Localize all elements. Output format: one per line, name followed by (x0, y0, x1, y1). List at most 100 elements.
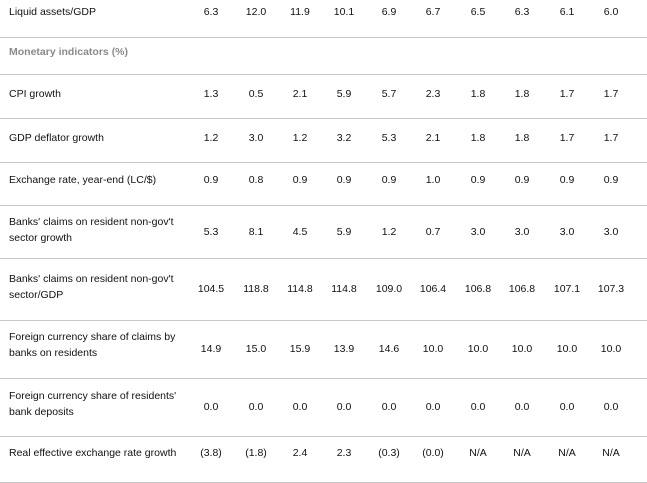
table-cell: 1.7 (559, 132, 575, 144)
table-cell: 3.0 (248, 132, 264, 144)
table-cell: 2.3 (425, 88, 441, 100)
table-cell: N/A (558, 447, 576, 459)
table-cell: 107.3 (597, 283, 625, 295)
row-label: Liquid assets/GDP (9, 6, 96, 18)
table-cell: 1.8 (470, 132, 486, 144)
row-label: CPI growth (9, 88, 61, 100)
table-cell: 6.3 (514, 6, 530, 18)
table-row: CPI growth 1.3 0.5 2.1 5.9 5.7 2.3 1.8 1.8 1.7 1.7 (0, 74, 647, 119)
table-cell: 106.8 (464, 283, 492, 295)
table-cell: 3.0 (559, 226, 575, 238)
table-cell: 3.0 (514, 226, 530, 238)
table-cell: 0.0 (559, 401, 575, 413)
table-row: Foreign currency share of claims by bank… (0, 320, 647, 379)
table-cell: 1.8 (514, 132, 530, 144)
table-cell: 0.0 (381, 401, 397, 413)
table-row: Banks' claims on resident non-gov't sect… (0, 205, 647, 259)
table-cell: 0.9 (203, 174, 219, 186)
table-row: Real effective exchange rate growth (3.8)… (0, 436, 647, 483)
row-label: GDP deflator growth (9, 132, 104, 144)
table-cell: 6.9 (381, 6, 397, 18)
table-row: GDP deflator growth 1.2 3.0 1.2 3.2 5.3 2.1 1.8… (0, 118, 647, 163)
table-cell: (0.0) (422, 447, 444, 459)
table-cell: 5.9 (336, 226, 352, 238)
table-cell: 2.1 (292, 88, 308, 100)
table-cell: 0.9 (292, 174, 308, 186)
table-cell: 3.2 (336, 132, 352, 144)
table-cell: 0.0 (336, 401, 352, 413)
table-cell: 0.5 (248, 88, 264, 100)
table-cell: 6.3 (203, 6, 219, 18)
row-label: Exchange rate, year-end (LC/$) (9, 174, 157, 186)
table-cell: 2.4 (292, 447, 308, 459)
table-cell: 107.1 (553, 283, 581, 295)
table-cell: 14.6 (378, 343, 400, 355)
table-cell: 114.8 (331, 283, 357, 295)
table-cell: (1.8) (245, 447, 267, 459)
table-cell: (0.3) (378, 447, 400, 459)
row-label: Real effective exchange rate growth (9, 447, 177, 459)
table-cell: 0.0 (292, 401, 308, 413)
section-title: Monetary indicators (%) (9, 46, 129, 58)
table-cell: 10.0 (422, 343, 444, 355)
table-cell: 10.0 (511, 343, 533, 355)
table-cell: N/A (513, 447, 531, 459)
table-cell: 0.9 (603, 174, 619, 186)
table-cell: 10.0 (467, 343, 489, 355)
table-cell: 0.9 (470, 174, 486, 186)
table-cell: 1.2 (203, 132, 219, 144)
table-cell: 6.7 (425, 6, 441, 18)
table-cell: 0.9 (559, 174, 575, 186)
table-cell: 10.1 (333, 6, 355, 18)
table-cell: 1.8 (470, 88, 486, 100)
table-cell: 114.8 (287, 283, 313, 295)
table-cell: 1.3 (203, 88, 219, 100)
table-cell: 3.0 (470, 226, 486, 238)
table-row: Liquid assets/GDP 6.3 12.0 11.9 10.1 6.9 6.7 6.… (0, 0, 647, 38)
table-cell: (3.8) (200, 447, 222, 459)
table-cell: 0.0 (425, 401, 441, 413)
table-cell: 11.9 (290, 6, 310, 18)
table-cell: 0.9 (381, 174, 397, 186)
row-label: Foreign currency share of claims by bank… (9, 331, 176, 359)
table-cell: 0.0 (248, 401, 264, 413)
table-cell: 0.8 (248, 174, 264, 186)
table-cell: 5.3 (381, 132, 397, 144)
table-cell: 15.9 (289, 343, 311, 355)
section-header-row: Monetary indicators (%) (0, 37, 647, 75)
table-cell: 6.5 (470, 6, 486, 18)
table-cell: N/A (602, 447, 620, 459)
table-cell: 0.0 (603, 401, 619, 413)
table-cell: 1.0 (425, 174, 441, 186)
table-cell: 1.7 (603, 132, 619, 144)
table-cell: 15.0 (245, 343, 267, 355)
table-cell: 10.0 (556, 343, 578, 355)
table-cell: 13.9 (333, 343, 355, 355)
table-cell: 104.5 (197, 283, 225, 295)
table-cell: 3.0 (603, 226, 619, 238)
table-cell: 2.1 (425, 132, 441, 144)
table-row: Banks' claims on resident non-gov't sect… (0, 258, 647, 321)
table-cell: 10.0 (600, 343, 622, 355)
table-cell: 0.9 (336, 174, 352, 186)
table-cell: 8.1 (248, 226, 264, 238)
table-cell: N/A (469, 447, 487, 459)
table-row: Foreign currency share of residents' ban… (0, 378, 647, 437)
table-cell: 6.1 (559, 6, 575, 18)
table-cell: 0.0 (514, 401, 530, 413)
table-cell: 6.0 (603, 6, 619, 18)
table-cell: 0.9 (514, 174, 530, 186)
row-label: Banks' claims on resident non-gov't sect… (9, 273, 174, 301)
table-cell: 1.2 (292, 132, 308, 144)
table-cell: 4.5 (292, 226, 308, 238)
table-cell: 14.9 (200, 343, 222, 355)
row-label: Banks' claims on resident non-gov't sect… (9, 216, 174, 244)
table-cell: 12.0 (245, 6, 267, 18)
table-cell: 1.7 (559, 88, 575, 100)
table-cell: 109.0 (375, 283, 403, 295)
table-cell: 1.2 (381, 226, 397, 238)
table-cell: 0.0 (203, 401, 219, 413)
table-cell: 0.0 (470, 401, 486, 413)
table-cell: 5.3 (203, 226, 219, 238)
table-cell: 106.4 (419, 283, 447, 295)
